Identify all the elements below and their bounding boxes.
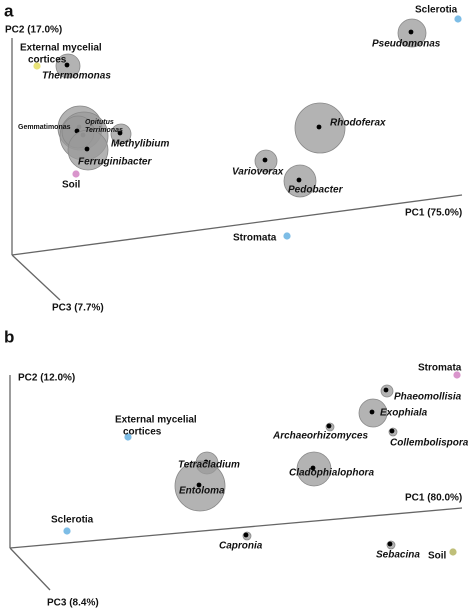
- node-marker: [32, 61, 42, 71]
- node-dot: [262, 157, 268, 163]
- axis-label: PC1 (80.0%): [405, 493, 462, 504]
- node-dot: [369, 409, 375, 415]
- node-label: Gemmatimonas: [18, 124, 71, 131]
- node-marker: [452, 370, 462, 380]
- node-marker: [282, 231, 292, 241]
- node-marker: [123, 432, 133, 442]
- node-marker: [448, 547, 458, 557]
- node-dot: [389, 428, 395, 434]
- node-label: External mycelial: [20, 43, 102, 54]
- node-label: Stromata: [418, 363, 462, 374]
- node-dot: [117, 130, 123, 136]
- node-label: Cladophialophora: [289, 468, 374, 479]
- node-label: Archaeorhizomyces: [272, 431, 368, 442]
- node-dot: [310, 465, 316, 471]
- node-label: Ferruginibacter: [78, 157, 152, 168]
- node-label: Collembolispora: [390, 438, 469, 449]
- panel-label: b: [4, 327, 14, 346]
- axis-label: PC1 (75.0%): [405, 208, 462, 219]
- axis-line: [11, 194, 463, 256]
- node-marker: [453, 14, 463, 24]
- node-label: cortices: [123, 427, 162, 438]
- node-label: Methylibium: [111, 139, 169, 150]
- node-label: Thermomonas: [42, 71, 111, 82]
- node-label: Rhodoferax: [330, 118, 386, 129]
- axis-line: [11, 254, 61, 301]
- node-dot: [408, 29, 414, 35]
- axis-label: PC3 (8.4%): [47, 598, 99, 609]
- node-label: Soil: [428, 551, 447, 562]
- node-marker: [71, 169, 81, 179]
- node-dot: [64, 62, 70, 68]
- node-label: Tetracladium: [178, 460, 240, 471]
- node-label: Exophiala: [380, 408, 428, 419]
- node-dot: [316, 124, 322, 130]
- node-label: Sclerotia: [415, 5, 458, 16]
- node-label: Entoloma: [179, 486, 225, 497]
- node-label: Stromata: [233, 233, 277, 244]
- node-label: External mycelial: [115, 415, 197, 426]
- node-dot: [326, 423, 332, 429]
- node-label: Pseudomonas: [372, 39, 441, 50]
- node-label: Sclerotia: [51, 515, 94, 526]
- axis-line: [9, 547, 51, 591]
- axis-label: PC2 (17.0%): [5, 25, 62, 36]
- node-dot: [383, 387, 389, 393]
- node-marker: [62, 526, 72, 536]
- node-label: Phaeomollisia: [394, 392, 462, 403]
- node-label: Variovorax: [232, 167, 284, 178]
- panel-label: a: [4, 1, 14, 20]
- node-label: Sebacina: [376, 550, 420, 561]
- node-dot: [196, 482, 202, 488]
- node-dot: [296, 177, 302, 183]
- axis-label: PC3 (7.7%): [52, 303, 104, 314]
- node-dot: [243, 532, 249, 538]
- axis-line: [9, 507, 463, 549]
- node-dot: [387, 541, 393, 547]
- node-label: Capronia: [219, 541, 263, 552]
- node-label: Pedobacter: [288, 185, 344, 196]
- node-label: cortices: [28, 55, 67, 66]
- axis-label: PC2 (12.0%): [18, 373, 75, 384]
- node-dot: [84, 146, 90, 152]
- node-label: Soil: [62, 180, 81, 191]
- node-label: Opitutus: [85, 119, 114, 126]
- node-label: Terrimonas: [85, 127, 123, 134]
